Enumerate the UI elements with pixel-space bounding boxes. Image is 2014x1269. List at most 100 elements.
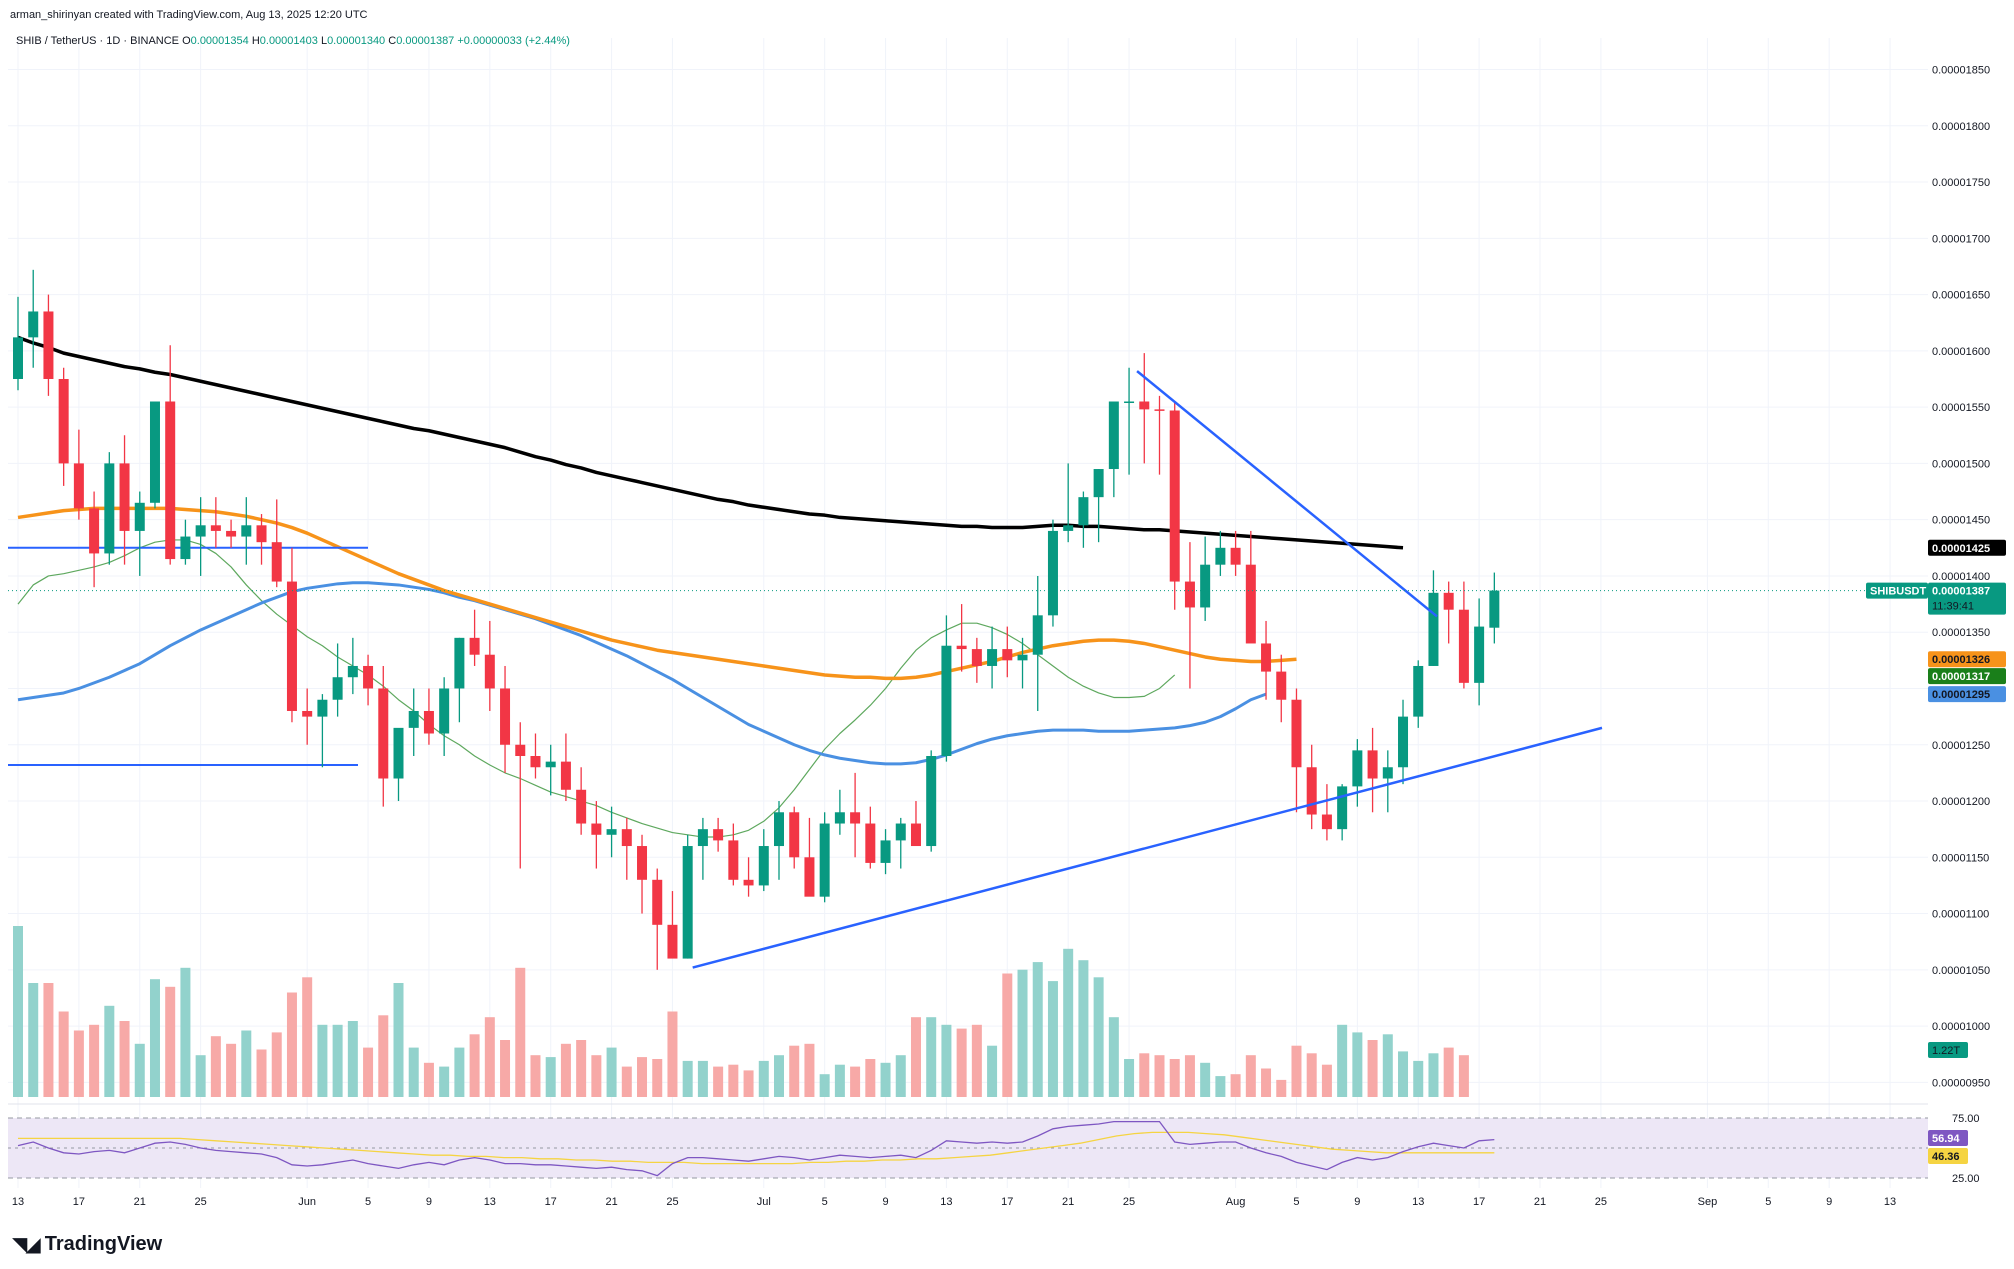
x-tick-16: 21 [1062,1196,1074,1208]
x-tick-19: 5 [1293,1196,1299,1208]
ma100-price-label-bg [1928,651,2006,668]
candle-down [58,378,69,464]
volume-bar [408,1047,419,1097]
volume-bar [576,1040,587,1097]
price-tick-8: 0.00001450 [1932,515,1990,527]
volume-bar [1093,977,1104,1097]
candle-down [850,812,861,824]
volume-bar [1200,1062,1211,1097]
price-tick-14: 0.00001100 [1932,909,1989,921]
x-tick-9: 21 [605,1196,617,1208]
volume-bar [652,1059,663,1097]
volume-bar [819,1074,830,1097]
candle-up [1124,401,1135,404]
candle-up [408,710,419,728]
l-value: 0.00001340 [327,35,388,47]
volume-bar [1337,1024,1348,1097]
price-tick-2: 0.00001750 [1932,177,1990,189]
candle-down [165,401,176,560]
x-tick-3: 25 [195,1196,207,1208]
price-tick-11: 0.00001250 [1932,740,1990,752]
candle-up [104,463,115,554]
candle-up [1489,590,1500,628]
volume-bar [1230,1074,1241,1097]
credit-line: arman_shirinyan created with TradingView… [10,9,368,21]
price-tick-3: 0.00001700 [1932,233,1990,245]
candle-down [73,463,84,509]
volume-bar [956,1028,967,1097]
price-tick-17: 0.00000950 [1932,1077,1990,1089]
candle-up [1108,401,1119,470]
candle-down [667,924,678,959]
volume-bar [1139,1053,1150,1097]
volume-bar [378,1015,389,1097]
ma50-line [17,581,1267,766]
volume-bar [560,1043,571,1097]
candle-down [43,311,54,379]
candle-down [576,789,587,824]
volume-label-bg [1928,1042,1968,1058]
volume-bar [1443,1047,1454,1097]
symbol-tag: SHIBUSDT [1870,586,1927,598]
volume-bar [1017,969,1028,1097]
volume-bar [758,1060,769,1097]
candle-up [895,823,906,841]
volume-label: 1.22T [1932,1045,1960,1057]
candle-up [1063,525,1074,531]
volume-bar [926,1017,937,1097]
tradingview-logo[interactable]: ◥◢ TradingView [12,1232,162,1256]
current-price-value: 0.00001387 [1932,586,1990,598]
volume-bar [73,1030,84,1097]
volume-bar [286,992,297,1097]
candle-up [195,525,206,537]
ma50-price-label-bg [1928,686,2006,703]
volume-bar [1291,1045,1302,1097]
volume-bar [1124,1059,1135,1097]
volume-bar [1398,1051,1409,1097]
x-tick-23: 21 [1534,1196,1546,1208]
volume-bar [1184,1055,1195,1097]
volume-bar [1063,948,1074,1097]
price-tick-4: 0.00001650 [1932,290,1990,302]
volume-bar [682,1060,693,1097]
volume-bar [393,983,404,1097]
volume-bar [1002,973,1013,1097]
symbol-name: SHIB / TetherUS · 1D · BINANCE [16,35,182,47]
volume-bar [728,1064,739,1097]
candle-up [880,840,891,863]
candle-up [1398,716,1409,768]
x-tick-27: 9 [1826,1196,1832,1208]
candle-down [1154,409,1165,411]
candle-up [545,761,556,768]
candle-down [1458,609,1469,683]
countdown-timer: 11:39:41 [1932,601,1974,613]
candle-up [28,311,39,338]
volume-bar [743,1070,754,1097]
volume-bar [804,1043,815,1097]
candle-down [713,829,724,841]
volume-bar [713,1066,724,1097]
ma100-line [17,506,1297,681]
resistance-trendline [1136,370,1438,618]
volume-bar [1382,1034,1393,1097]
volume-bar [256,1049,267,1097]
candle-down [1169,410,1180,582]
candle-down [743,879,754,886]
support-trendline [692,726,1603,969]
volume-bar [834,1064,845,1097]
x-tick-15: 17 [1001,1196,1013,1208]
volume-bar [149,979,160,1097]
volume-bar [332,1024,343,1097]
volume-bar [317,1024,328,1097]
rsi-ma-value-bg [1928,1148,1968,1164]
price-tick-12: 0.00001200 [1932,796,1990,808]
candle-up [1047,530,1058,616]
volume-bar [971,1024,982,1097]
volume-bar [180,967,191,1097]
volume-bar [1306,1053,1317,1097]
candle-down [286,581,297,711]
x-tick-13: 9 [882,1196,888,1208]
ohlc-legend: SHIB / TetherUS · 1D · BINANCE O0.000013… [16,35,570,47]
candle-up [1474,626,1485,683]
